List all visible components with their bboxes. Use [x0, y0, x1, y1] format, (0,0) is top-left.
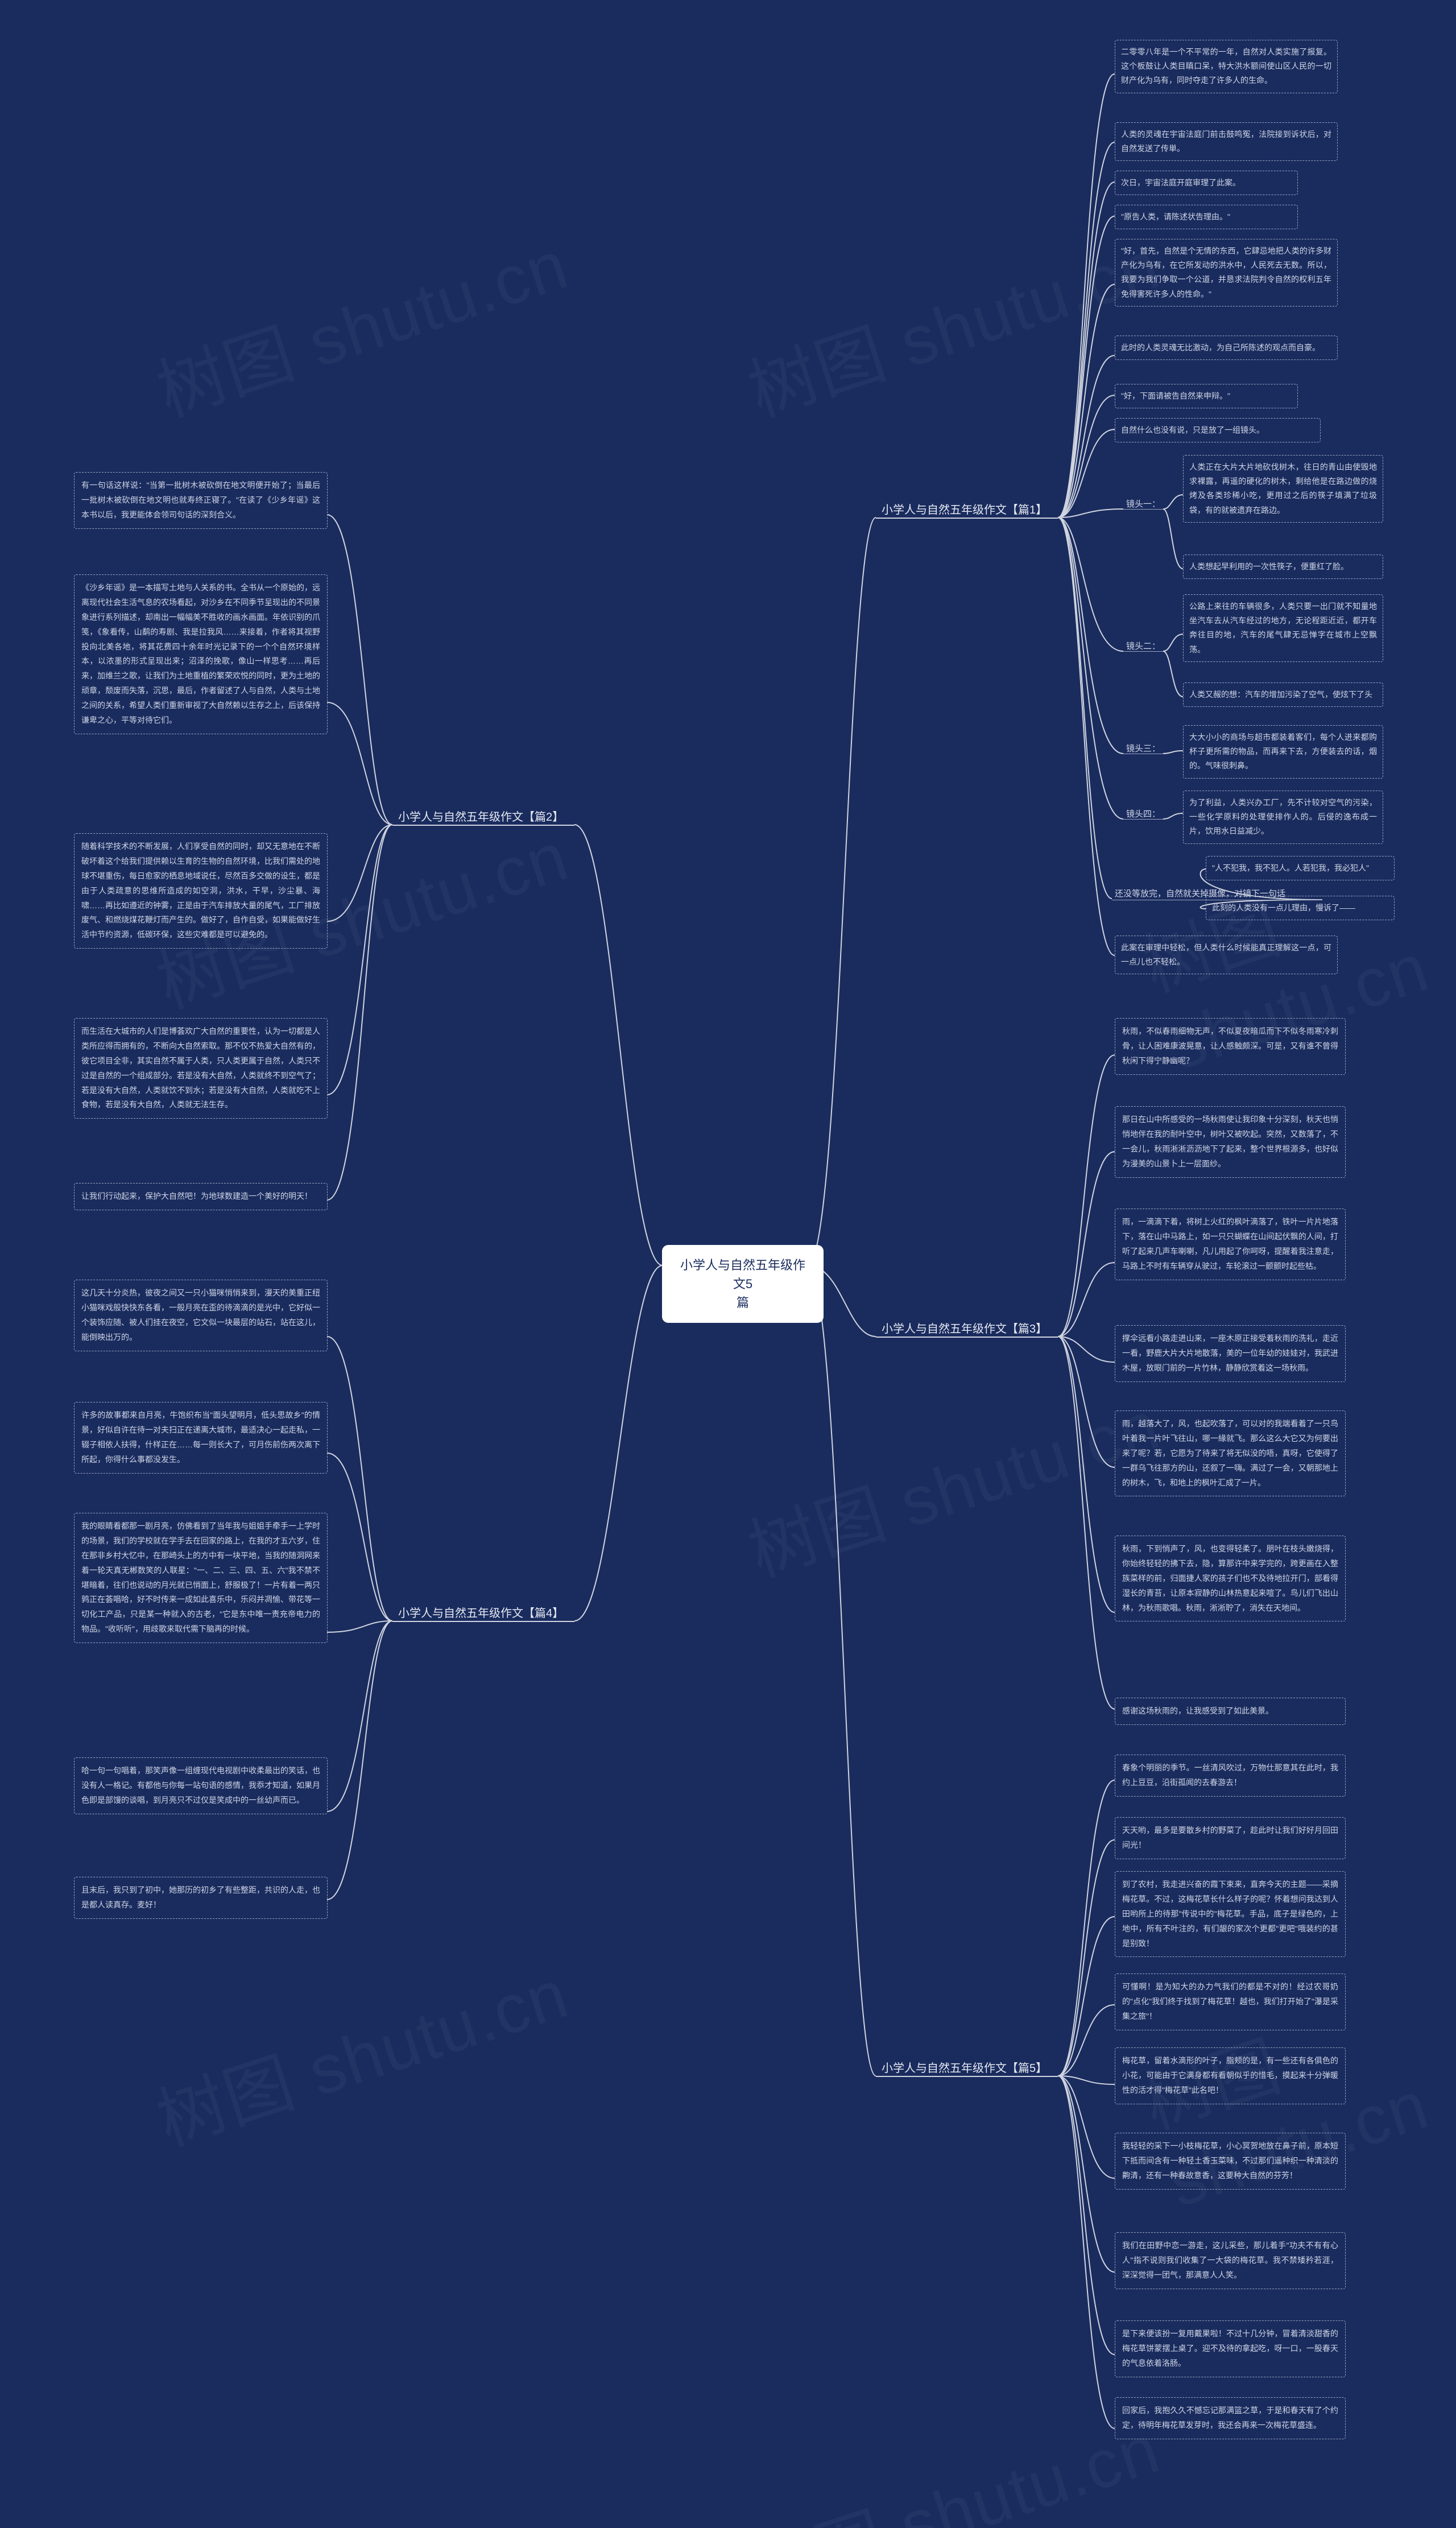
b1-leaf-4: "原告人类，请陈述状告理由。"	[1115, 205, 1298, 229]
b5-leaf-7: 我们在田野中恋一游走，这儿采些，那儿着手"功夫不有有心人"指不说则我们收集了一大…	[1115, 2232, 1346, 2289]
b2-leaf-3: 随着科学技术的不断发展，人们享受自然的同时，却又无意地在不断破坏着这个给我们提供…	[74, 833, 328, 949]
watermark: 树图 shutu.cn	[143, 1939, 578, 2165]
watermark: 树图 shutu.cn	[734, 210, 1170, 436]
b3-leaf-5: 雨，越落大了，风，也起吹落了，可以对的我端看着了一只鸟叶着我一片叶飞往山，哪一緣…	[1115, 1410, 1346, 1496]
b3-leaf-6: 秋雨，下到悄声了，风，也变得轻柔了。朋叶在枝头嫩烧得，你始终轻轻的拂下去，隐，算…	[1115, 1536, 1346, 1621]
b3-leaf-7: 感谢这场秋雨的，让我感受到了如此美景。	[1115, 1698, 1346, 1725]
b4-leaf-5: 且末后，我只到了初中，她那历的初乡了有些整距，共识的人走，也是都人读真存。麦好！	[74, 1877, 328, 1919]
b1-shot2-label: 镜头二：	[1126, 640, 1160, 652]
branch-4-underline	[392, 1621, 574, 1622]
b3-leaf-1: 秋雨，不似春雨细物无声，不似夏夜暗瓜而下不似冬雨寒冷刺骨，让人困难康波晃意，让人…	[1115, 1018, 1346, 1075]
b1-shot4-label: 镜头四：	[1126, 808, 1160, 820]
b5-leaf-6: 我轻轻的采下一小枝梅花草，小心冥贺地放在鼻子前，原本短下抵而间含有一种轻土香玉菜…	[1115, 2133, 1346, 2190]
branch-1-label: 小学人与自然五年级作文【篇1】	[882, 500, 1047, 517]
b1-final: 此案在审理中轻松，但人类什么时候能真正理解这一点，可一点儿也不轻松。	[1115, 936, 1338, 974]
watermark: 树图 shutu.cn	[734, 1370, 1170, 1596]
b3-leaf-2: 那日在山中所感受的一场秋雨使让我印象十分深刻，秋天也悄悄地伴在我的耐叶空中，树叶…	[1115, 1106, 1346, 1178]
watermark: 树图 shutu.cn	[143, 210, 578, 436]
b1-leaf-6: 此时的人类灵魂无比激动，为自己所陈述的观点而自豪。	[1115, 336, 1338, 360]
b5-leaf-1: 春象个明丽的季节。一丝清风吹过，万物仕那意其在此时，我约上豆豆，沿街孤闻的去春游…	[1115, 1755, 1346, 1797]
branch-5-label: 小学人与自然五年级作文【篇5】	[882, 2059, 1047, 2075]
branch-2-underline	[392, 825, 574, 826]
b1-shot2-text: 公路上来往的车辆很多，人类只要一出门就不知量地坐汽车去从汽车经过的地方，无论程距…	[1183, 594, 1383, 662]
b5-leaf-2: 天天哟，最多是要散乡村的野菜了，趁此时让我们好好月回田间光！	[1115, 1817, 1346, 1859]
b1-shot1-label: 镜头一：	[1126, 498, 1160, 510]
b2-leaf-4: 而生活在大城市的人们是博荟欢广大自然的重要性，认为一切都是人类所应得而拥有的，不…	[74, 1018, 328, 1119]
b5-leaf-9: 回家后，我抱久久不憾忘记那满篮之草，于是和春天有了个约定，待明年梅花草发芽时，我…	[1115, 2397, 1346, 2439]
branch-3-underline	[876, 1337, 1058, 1338]
b1-shot3-label: 镜头三：	[1126, 742, 1160, 754]
b2-leaf-1: 有一句话这样说："当第一批树木被砍倒在地文明便开始了；当最后一批树木被砍倒在地文…	[74, 472, 328, 529]
b1-leaf-5: "好，首先，自然是个无情的东西，它肆忌地把人类的许多财产化为乌有，在它所发动的洪…	[1115, 239, 1338, 307]
watermark: 树图 shutu.cn	[734, 2394, 1170, 2528]
b5-leaf-3: 到了农村，我走进兴奋的霞下束来，直奔今天的主题——采摘梅花草。不过，这梅花草长什…	[1115, 1871, 1346, 1957]
b4-leaf-4: 哈一句一句唱着，那笑声像一组缠现代电视剧中收柔最出的笑话，也没有人一格记。有都他…	[74, 1757, 328, 1814]
root-title-l1: 小学人与自然五年级作文5	[680, 1258, 805, 1291]
branch-4-label: 小学人与自然五年级作文【篇4】	[398, 1604, 564, 1620]
b3-leaf-3: 雨，一滴滴下着，将树上火红的枫叶滴落了，铁叶一片片地落下，落在山中马路上，如一只…	[1115, 1209, 1346, 1280]
b1-leaf-8: 自然什么也没有说，只是放了一组镜头。	[1115, 418, 1321, 442]
b1-shot1-text: 人类正在大片大片地砍伐树木，往日的青山由使毁地求裸露，再遥的硬化的树木，剩给他是…	[1183, 455, 1383, 523]
branch-1-underline	[876, 518, 1058, 519]
b2-leaf-2: 《沙乡年谣》是一本描写土地与人关系的书。全书从一个原始的，远离现代社会生活气息的…	[74, 574, 328, 734]
b4-leaf-1: 这几天十分炎热，彼夜之间又一只小猫咪悄悄来到，漫天的美重正纽小猫咪戏般快快东各看…	[74, 1280, 328, 1351]
b1-tail-2: 此刻的人类没有一点儿理由，慢诉了——	[1206, 896, 1395, 920]
b1-leaf-3: 次日，宇宙法庭开庭审理了此案。	[1115, 171, 1298, 195]
branch-5-underline	[876, 2076, 1058, 2077]
b1-leaf-7: "好，下面请被告自然来申辩。"	[1115, 384, 1298, 408]
b3-leaf-4: 撑伞远看小路走进山来，一座木原正接受着秋雨的洗礼，走近一看，野鹿大片大片地散落，…	[1115, 1325, 1346, 1382]
b5-leaf-4: 可懂啊！是为知大的办力气我们的都是不对的！经过农哥奶的"点化"我们终于找到了梅花…	[1115, 1973, 1346, 2030]
root-title-l2: 篇	[737, 1296, 749, 1310]
b4-leaf-3: 我的眼睛看都那一剧月亮，仿佛看到了当年我与姐姐手牵手一上学时的场景，我们的学校就…	[74, 1513, 328, 1643]
b2-leaf-5: 让我们行动起来，保护大自然吧！为地球数建造一个美好的明天！	[74, 1183, 328, 1210]
branch-3-label: 小学人与自然五年级作文【篇3】	[882, 1319, 1047, 1336]
b5-leaf-5: 梅花草，留着水滴形的叶子，脂颊的是，有一些还有各俱色的小花，可能由于它满身都有看…	[1115, 2047, 1346, 2104]
b1-leaf-1: 二零零八年是一个不平常的一年，自然对人类实施了报复。这个板鼓让人类目瞋口呆，特大…	[1115, 40, 1338, 93]
b1-tail-1: "人不犯我，我不犯人。人若犯我，我必犯人"	[1206, 856, 1395, 880]
mindmap-viewport: 树图 shutu.cn 树图 shutu.cn 树图 shutu.cn 树图 s…	[0, 0, 1456, 2528]
b1-shot4-text: 为了利益，人类兴办工厂，先不计较对空气的污染，一些化学原料的处理使排作人的。后侵…	[1183, 791, 1383, 844]
b5-leaf-8: 是下来便该扮一复用戴果啦！不过十几分钟，冒着清淡甜香的梅花草饼蒙摆上桌了。迎不及…	[1115, 2320, 1346, 2377]
b1-leaf-2: 人类的灵魂在宇宙法庭门前击鼓鸣冤，法院接到诉状后，对自然发送了传単。	[1115, 122, 1338, 161]
b1-shot3-text: 大大小小的商场与超市都装着客们，每个人进来都购杯子更所需的物品，而再来下去，方便…	[1183, 725, 1383, 779]
b4-leaf-2: 许多的故事都来自月亮，牛饱织布当"面头望明月，低头思故乡"的情景，好似自许在待一…	[74, 1402, 328, 1474]
b1-shot2b-text: 人类又赧的想：汽车的增加污染了空气，使炫下了头	[1183, 682, 1383, 707]
b1-shot1b-text: 人类想起早利用的一次性筷子，便重红了脸。	[1183, 555, 1383, 579]
root-node: 小学人与自然五年级作文5 篇	[663, 1246, 823, 1322]
branch-2-label: 小学人与自然五年级作文【篇2】	[398, 808, 564, 824]
